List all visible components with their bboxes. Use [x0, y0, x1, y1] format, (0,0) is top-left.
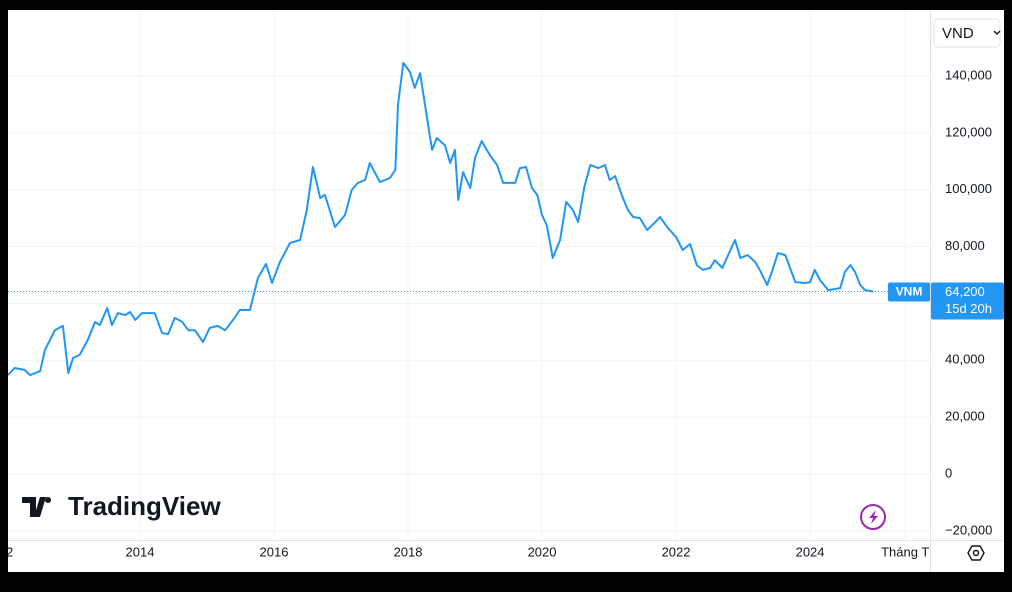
x-tick-label: 2022	[662, 544, 691, 559]
logo-text: TradingView	[68, 491, 221, 521]
settings-icon[interactable]	[967, 545, 985, 561]
y-tick-label: −20,000	[945, 522, 992, 537]
x-tick-label: 2016	[260, 544, 289, 559]
currency: VND	[942, 25, 974, 42]
x-tick-label: 2014	[126, 544, 155, 559]
y-tick-label: 100,000	[945, 181, 992, 196]
x-tick-label: 2024	[796, 544, 825, 559]
currency-button[interactable]	[933, 18, 1001, 48]
symbol-label: VNM	[896, 285, 923, 299]
price-line	[8, 61, 874, 377]
symbol-badge	[888, 282, 930, 302]
lightning-icon[interactable]	[860, 504, 886, 530]
x-tick-label: 12	[0, 544, 13, 559]
dropdown-caret	[993, 30, 1001, 35]
y-tick-label: 0	[945, 465, 952, 480]
y-tick-label: 40,000	[945, 352, 985, 367]
price-badge	[931, 282, 1004, 320]
plot: −20,000020,00040,00060,00080,000100,0001…	[0, 10, 1004, 559]
x-tick-label: 2020	[528, 544, 557, 559]
y-tick-label: 140,000	[945, 67, 992, 82]
price-label: 64,200	[945, 284, 985, 299]
x-tick-label: 2018	[394, 544, 423, 559]
y-tick-label: 20,000	[945, 409, 985, 424]
countdown-label: 15d 20h	[945, 301, 992, 316]
logo: TradingView	[22, 491, 221, 521]
x-tick-label: Tháng T	[881, 544, 929, 559]
y-tick-label: 120,000	[945, 124, 992, 139]
y-tick-label: 80,000	[945, 238, 985, 253]
